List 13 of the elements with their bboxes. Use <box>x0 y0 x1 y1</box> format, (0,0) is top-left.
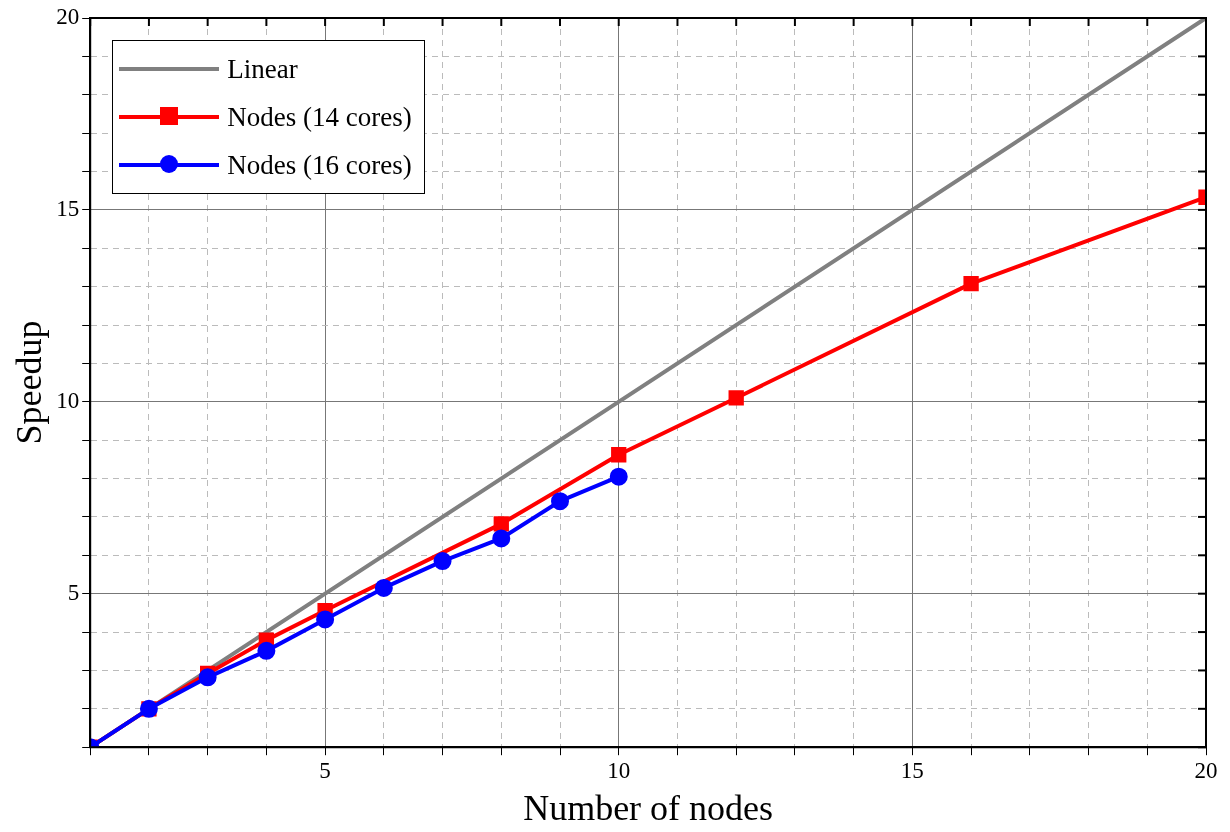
x-axis-title: Number of nodes <box>523 787 774 828</box>
y-axis-title: Speedup <box>9 320 50 445</box>
y-tick-label: 10 <box>56 387 80 413</box>
legend-label: Nodes (14 cores) <box>227 101 412 133</box>
x-tick-label: 5 <box>319 758 331 784</box>
x-tick-label: 15 <box>900 758 924 784</box>
y-tick-label: 5 <box>67 579 80 605</box>
y-tick-label: 20 <box>56 4 80 30</box>
y-tick-label: 15 <box>56 195 80 221</box>
x-tick-label: 20 <box>1194 758 1218 784</box>
x-tick-label: 10 <box>607 758 631 784</box>
legend-label: Nodes (16 cores) <box>227 149 412 181</box>
legend-label: Linear <box>227 53 298 85</box>
